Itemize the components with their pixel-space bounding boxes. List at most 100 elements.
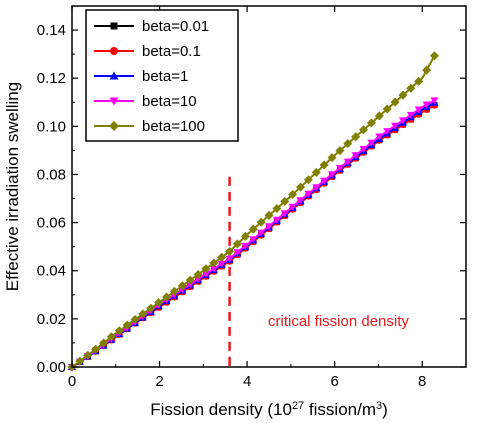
legend-item: beta=0.01 — [94, 18, 209, 35]
data-point — [272, 216, 281, 224]
y-tick-label: 0.00 — [37, 359, 66, 376]
data-point — [169, 286, 179, 296]
plot-area — [67, 51, 439, 372]
data-point — [311, 167, 321, 177]
data-point — [209, 258, 219, 268]
data-point — [154, 298, 164, 308]
y-tick-label: 0.12 — [37, 70, 66, 87]
data-point — [186, 281, 195, 289]
legend-label: beta=0.1 — [142, 43, 201, 60]
data-point — [335, 164, 344, 172]
y-tick-label: 0.02 — [37, 311, 66, 328]
data-point — [114, 326, 124, 336]
legend-item: beta=1 — [94, 68, 188, 85]
data-point — [375, 133, 384, 141]
data-point — [296, 197, 305, 205]
data-point — [343, 158, 352, 166]
series-beta=100 — [67, 51, 439, 372]
data-point — [366, 118, 376, 128]
data-point — [240, 231, 250, 241]
critical-fission-density-label: critical fission density — [268, 313, 409, 330]
legend-item: beta=10 — [94, 93, 197, 110]
data-point — [398, 117, 407, 125]
data-point — [390, 97, 400, 107]
legend-label: beta=0.01 — [142, 18, 209, 35]
data-point — [303, 175, 313, 185]
data-point — [265, 223, 273, 231]
data-point — [225, 255, 234, 263]
legend-item: beta=0.1 — [94, 43, 201, 60]
legend-label: beta=1 — [142, 68, 188, 85]
data-point — [264, 210, 274, 220]
data-point — [398, 90, 408, 100]
data-point — [359, 146, 368, 154]
data-point — [193, 269, 203, 279]
x-tick-label: 8 — [418, 373, 426, 390]
data-point — [382, 104, 392, 114]
data-point — [177, 281, 187, 291]
x-axis-title: Fission density (1027 fission/m3) — [150, 400, 388, 419]
data-point — [201, 270, 210, 278]
data-point — [320, 177, 329, 185]
y-tick-label: 0.10 — [37, 118, 66, 135]
x-tick-label: 0 — [68, 373, 76, 390]
data-point — [201, 264, 211, 274]
data-point — [422, 101, 431, 109]
data-point — [146, 303, 156, 313]
data-point — [241, 242, 250, 250]
data-point — [217, 260, 226, 268]
data-point — [288, 203, 297, 211]
data-point — [422, 65, 432, 75]
legend-marker — [109, 97, 119, 106]
data-point — [351, 132, 361, 142]
data-point — [343, 139, 353, 149]
data-point — [75, 356, 85, 366]
y-tick-label: 0.08 — [37, 166, 66, 183]
legend-marker — [109, 71, 119, 80]
data-point — [217, 252, 227, 262]
x-tick-label: 2 — [155, 373, 163, 390]
data-point — [296, 182, 306, 192]
data-point — [83, 350, 93, 360]
data-point — [257, 229, 266, 237]
data-point — [359, 125, 369, 135]
data-point — [209, 265, 218, 273]
data-point — [429, 51, 439, 61]
data-point — [391, 122, 400, 130]
data-point — [91, 344, 101, 354]
x-tick-label: 4 — [243, 373, 251, 390]
data-point — [414, 106, 423, 114]
data-point — [328, 171, 337, 179]
data-point — [280, 197, 290, 207]
data-point — [367, 139, 376, 147]
data-point — [430, 97, 439, 105]
data-point — [249, 236, 258, 244]
data-point — [232, 239, 242, 249]
data-point — [335, 146, 345, 156]
legend-marker — [109, 121, 119, 131]
data-point — [194, 276, 203, 284]
y-tick-label: 0.14 — [37, 22, 66, 39]
legend-marker — [110, 47, 118, 55]
data-point — [99, 338, 109, 348]
data-point — [272, 203, 282, 213]
plot-frame — [71, 5, 467, 368]
data-point — [406, 111, 415, 119]
axes: 0 2 4 6 8 0.00 0.02 0.04 0.06 0.08 0.10 0.12 0.14 — [37, 5, 467, 390]
data-point — [106, 332, 116, 342]
data-point — [233, 249, 242, 257]
data-point — [304, 190, 313, 198]
data-point — [312, 184, 321, 192]
x-tick-label: 6 — [330, 373, 338, 390]
data-point — [319, 160, 329, 170]
legend-item: beta=100 — [94, 118, 205, 135]
legend-label: beta=100 — [142, 118, 205, 135]
data-point — [406, 83, 416, 93]
data-point — [122, 320, 132, 330]
data-point — [374, 111, 384, 121]
data-point — [138, 309, 148, 319]
legend-marker — [110, 22, 118, 30]
y-tick-label: 0.04 — [37, 263, 66, 280]
data-point — [383, 128, 392, 136]
